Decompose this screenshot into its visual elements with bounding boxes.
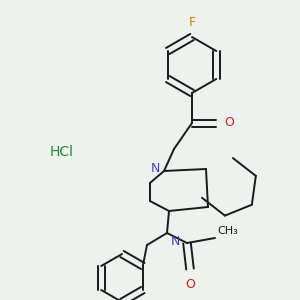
Text: O: O <box>185 278 195 291</box>
Text: O: O <box>224 116 234 130</box>
Text: CH₃: CH₃ <box>217 226 238 236</box>
Text: HCl: HCl <box>50 145 74 159</box>
Text: N: N <box>151 163 160 176</box>
Text: N: N <box>171 235 180 248</box>
Text: F: F <box>188 16 196 29</box>
